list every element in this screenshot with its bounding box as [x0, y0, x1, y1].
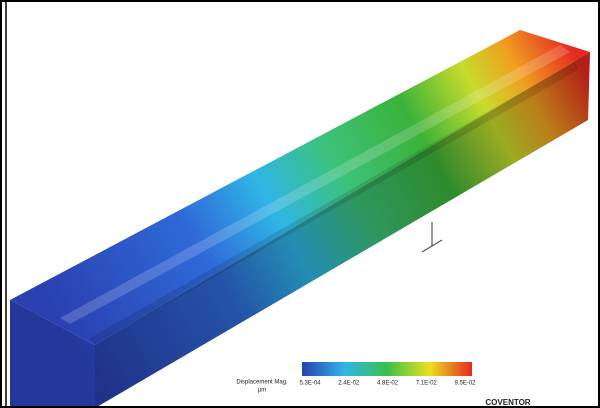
legend-unit: µm — [258, 388, 266, 394]
legend-tick-label: 9.5E-02 — [454, 381, 476, 387]
legend-tick-label: 5.3E-04 — [299, 381, 321, 387]
legend-tick-label: 4.8E-02 — [377, 381, 399, 387]
legend-tick-label: 2.4E-02 — [338, 381, 360, 387]
legend-title: Displacement Mag. — [236, 380, 288, 386]
simulation-view: Displacement Mag. µm 5.3E-04 2.4E-02 4.8E-… — [0, 0, 600, 408]
watermark: COVENTOR — [485, 398, 530, 407]
legend-tick-label: 7.1E-02 — [416, 381, 438, 387]
color-bar — [302, 362, 472, 376]
